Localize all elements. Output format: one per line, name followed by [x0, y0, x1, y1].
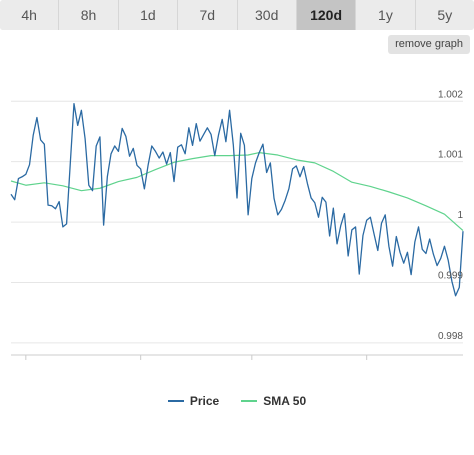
range-tab-120d[interactable]: 120d [296, 0, 357, 30]
y-tick-label: 1 [457, 210, 463, 221]
series-lines [10, 103, 464, 297]
legend-label: SMA 50 [263, 394, 307, 408]
legend: Price SMA 50 [0, 392, 474, 410]
grid-lines [11, 100, 463, 344]
legend-swatch [241, 400, 258, 402]
y-tick-label: 0.998 [438, 331, 463, 342]
range-tab-1y[interactable]: 1y [356, 0, 416, 30]
legend-swatch [167, 400, 184, 402]
range-tab-30d[interactable]: 30d [237, 0, 297, 30]
range-tab-5y[interactable]: 5y [415, 0, 474, 30]
legend-label: Price [189, 394, 220, 408]
y-tick-label: 1.002 [438, 89, 463, 100]
range-tabs: 4h 8h 1d 7d 30d 120d 1y 5y [0, 0, 474, 30]
legend-item-price[interactable]: Price [167, 394, 220, 408]
remove-graph-button[interactable]: remove graph [388, 35, 470, 54]
range-tab-4h[interactable]: 4h [0, 0, 60, 30]
legend-item-sma-50[interactable]: SMA 50 [241, 394, 306, 408]
range-tab-8h[interactable]: 8h [59, 0, 119, 30]
range-tab-1d[interactable]: 1d [118, 0, 179, 30]
y-tick-label: 1.001 [438, 150, 463, 161]
y-tick-label: 0.999 [438, 271, 463, 282]
range-tab-7d[interactable]: 7d [178, 0, 238, 30]
series-line-price [10, 103, 464, 297]
